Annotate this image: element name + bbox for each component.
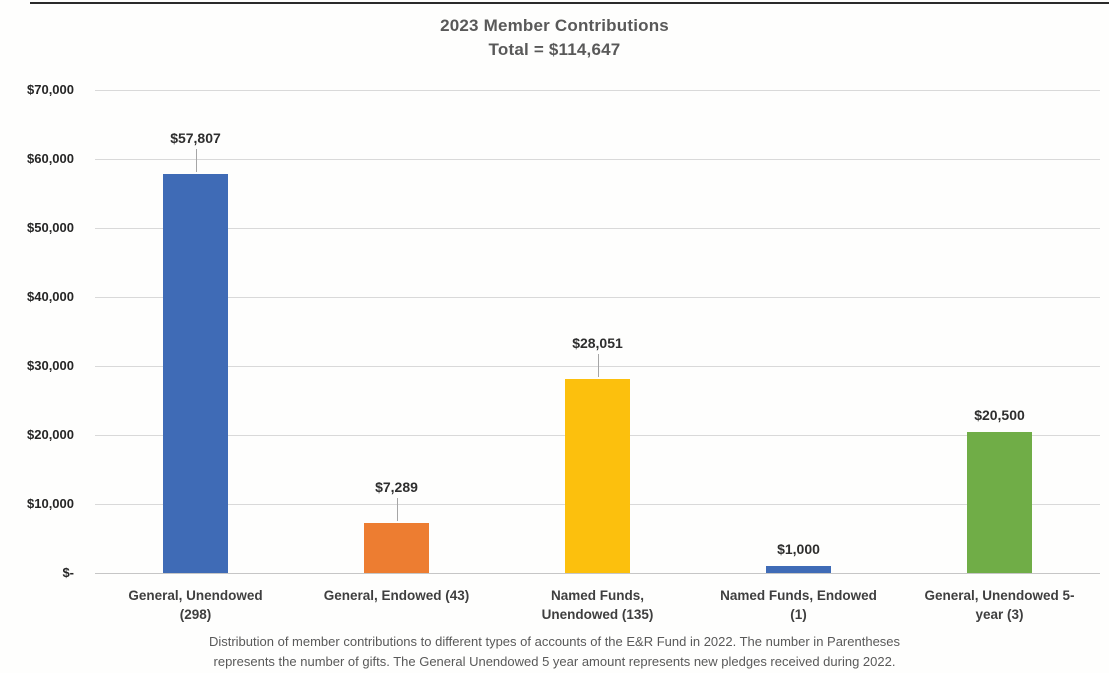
y-axis-tick-label: $20,000 [27, 427, 74, 442]
gridline [95, 159, 1100, 160]
bar-value-label: $20,500 [974, 406, 1025, 423]
bar-value-label: $28,051 [572, 335, 623, 352]
bar-value-label: $57,807 [170, 130, 221, 147]
x-axis-category-label: Named Funds, Endowed (1) [697, 586, 901, 624]
caption-line-1: Distribution of member contributions to … [208, 634, 901, 649]
caption-line-2: represents the number of gifts. The Gene… [213, 654, 896, 669]
gridline [95, 228, 1100, 229]
x-axis-category-label: General, Unendowed 5- year (3) [898, 586, 1102, 624]
chart-title: 2023 Member Contributions [440, 16, 669, 35]
bar [766, 566, 831, 573]
x-axis-category-line: (1) [790, 607, 807, 622]
bar [163, 174, 228, 573]
x-axis-category-line: Unendowed (135) [541, 607, 654, 622]
gridline [95, 297, 1100, 298]
bar-value-label: $1,000 [777, 541, 820, 558]
x-axis-category-line: General, Unendowed 5- [924, 588, 1075, 603]
x-axis-category-line: General, Endowed (43) [323, 588, 470, 603]
x-axis-line [95, 573, 1100, 574]
label-leader-line [195, 149, 197, 173]
x-axis-category-line: Named Funds, Endowed [720, 588, 877, 603]
y-axis-tick-label: $30,000 [27, 358, 74, 373]
x-axis-category-line: year (3) [975, 607, 1024, 622]
x-axis-category-label: General, Endowed (43) [295, 586, 499, 605]
y-axis-tick-label: $70,000 [27, 82, 74, 97]
y-axis-tick-label: $- [62, 565, 74, 580]
label-leader-line [396, 497, 398, 521]
x-axis-category-label: General, Unendowed (298) [94, 586, 298, 624]
y-axis-tick-label: $50,000 [27, 220, 74, 235]
y-axis-tick-label: $40,000 [27, 289, 74, 304]
x-axis-category-line: Named Funds, [550, 588, 644, 603]
x-axis-category-line: General, Unendowed [128, 588, 263, 603]
bar [967, 431, 1032, 573]
page-top-rule [30, 2, 1109, 4]
chart-title-block: 2023 Member Contributions Total = $114,6… [0, 14, 1109, 62]
chart-subtitle: Total = $114,647 [488, 40, 621, 59]
chart-caption: Distribution of member contributions to … [0, 632, 1109, 672]
y-axis-tick-label: $10,000 [27, 496, 74, 511]
label-leader-line [597, 354, 599, 378]
gridline [95, 90, 1100, 91]
x-axis-category-line: (298) [179, 607, 212, 622]
bar-value-label: $7,289 [375, 478, 418, 495]
y-axis-tick-label: $60,000 [27, 151, 74, 166]
bar [364, 522, 429, 573]
bar [565, 379, 630, 573]
x-axis-category-label: Named Funds, Unendowed (135) [496, 586, 700, 624]
